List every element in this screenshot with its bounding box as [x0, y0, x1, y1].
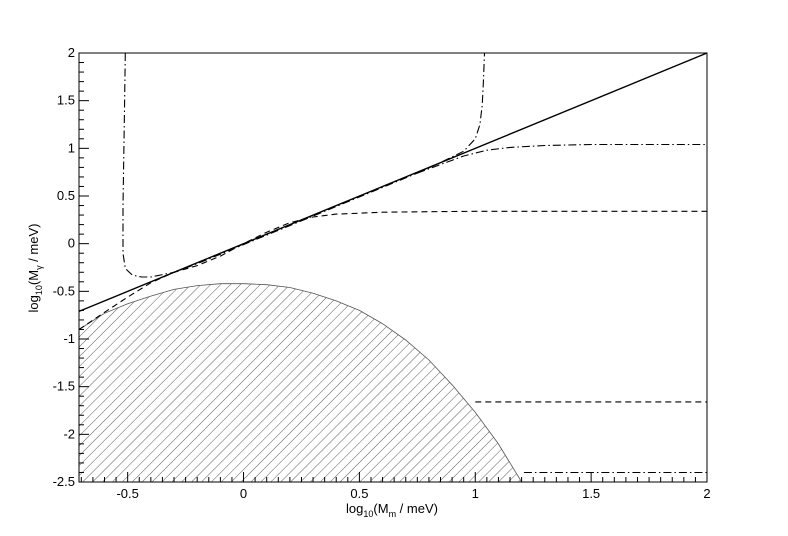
excluded-region: [78, 283, 522, 483]
x-tick-label: 1.5: [582, 486, 600, 501]
x-tick-label: 1: [472, 486, 479, 501]
x-axis-title: log10(Mm / meV): [346, 501, 438, 519]
y-tick-label: 2: [68, 45, 75, 60]
axes: -0.5 0 0.5 1 1.5 2 2 1.5 1 0.5 0 -0.5 -1 -1.5 -2 -2.5: [53, 45, 711, 501]
series-line-dashdot-3: [122, 52, 486, 278]
x-tick-label: 2: [703, 486, 710, 501]
series-line-solid-0: [78, 52, 708, 313]
series-line-dashdot-4: [417, 143, 707, 174]
y-axis-title: log10(Mγ / meV): [26, 224, 44, 313]
plot-area: [78, 52, 708, 483]
y-tick-label: -1.5: [53, 379, 75, 394]
y-tick-label: 1: [68, 140, 75, 155]
x-tick-label: 0.5: [350, 486, 368, 501]
y-tick-label: 1.5: [57, 93, 75, 108]
y-tick-label: 0.5: [57, 188, 75, 203]
y-tick-label: 0: [68, 236, 75, 251]
y-tick-label: -1: [63, 331, 75, 346]
y-tick-label: -2: [63, 426, 75, 441]
plot-frame: [78, 52, 708, 483]
y-tick-label: -0.5: [53, 283, 75, 298]
x-tick-label: -0.5: [116, 486, 138, 501]
series-line-dashed-1: [78, 210, 707, 330]
x-tick-label: 0: [240, 486, 247, 501]
y-tick-label: -2.5: [53, 474, 75, 489]
